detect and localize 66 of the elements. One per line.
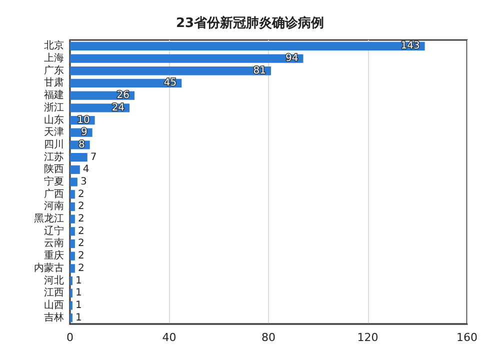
data-label: 2 <box>78 262 84 274</box>
bar <box>70 42 425 50</box>
y-tick-label: 山东 <box>44 114 64 126</box>
bar <box>70 252 75 260</box>
y-tick-label: 宁夏 <box>44 176 64 188</box>
chart-title: 23省份新冠肺炎确诊病例 <box>176 15 324 31</box>
x-tick-label: 40 <box>162 331 176 344</box>
data-label: 3 <box>80 176 87 188</box>
data-label: 26 <box>116 90 130 102</box>
data-label: 1 <box>75 275 82 286</box>
data-label: 1 <box>75 288 82 299</box>
y-tick-label: 甘肃 <box>44 76 64 89</box>
y-tick-label: 浙江 <box>44 101 64 114</box>
bar <box>70 227 75 236</box>
data-label: 2 <box>78 238 84 250</box>
data-label: 2 <box>78 250 84 262</box>
y-tick-label: 四川 <box>44 138 64 150</box>
bar <box>70 264 75 273</box>
data-label: 143 <box>400 40 420 52</box>
y-tick-label: 河南 <box>44 200 64 212</box>
data-label: 2 <box>78 226 84 237</box>
y-tick-label: 江苏 <box>44 150 64 163</box>
y-tick-label: 北京 <box>44 40 64 52</box>
x-tick-label: 0 <box>66 331 74 344</box>
y-tick-label: 广东 <box>44 64 64 76</box>
y-tick-label: 黑龙江 <box>34 212 64 225</box>
data-label: 9 <box>80 127 88 138</box>
y-tick-label: 辽宁 <box>44 224 64 237</box>
y-tick-label: 天津 <box>44 126 64 138</box>
bar <box>70 239 75 248</box>
data-label: 1 <box>75 300 82 311</box>
data-label: 81 <box>253 65 266 76</box>
y-tick-label: 重庆 <box>44 250 64 262</box>
data-label: 7 <box>90 152 97 163</box>
y-tick-label: 广西 <box>44 188 64 200</box>
data-label: 4 <box>82 164 90 176</box>
data-label: 8 <box>78 139 85 150</box>
bar <box>70 78 182 88</box>
data-label: 94 <box>286 53 298 64</box>
data-label: 2 <box>78 201 84 212</box>
y-tick-label: 山西 <box>44 298 64 311</box>
y-tick-label: 河北 <box>44 274 64 286</box>
y-tick-label: 陕西 <box>44 163 64 176</box>
y-tick-label: 江西 <box>44 286 64 299</box>
bar <box>70 214 75 224</box>
bar <box>70 190 75 199</box>
data-label: 10 <box>77 114 90 126</box>
y-tick-label: 吉林 <box>44 311 64 324</box>
x-tick-label: 160 <box>456 331 478 344</box>
bar <box>70 202 75 212</box>
y-tick-label: 福建 <box>44 89 64 102</box>
y-tick-label: 内蒙古 <box>34 262 64 274</box>
bar <box>70 178 78 186</box>
data-label: 2 <box>78 214 84 225</box>
bar <box>70 54 304 63</box>
y-tick-label: 上海 <box>44 52 64 64</box>
x-tick-label: 80 <box>262 331 276 344</box>
bar <box>70 165 80 174</box>
data-label: 2 <box>78 188 84 200</box>
bar <box>70 152 88 162</box>
y-tick-label: 云南 <box>44 237 64 250</box>
bar <box>70 66 271 76</box>
x-tick-label: 120 <box>357 331 378 344</box>
data-label: 45 <box>164 78 177 89</box>
data-label: 24 <box>112 102 125 114</box>
data-label: 1 <box>75 312 82 324</box>
